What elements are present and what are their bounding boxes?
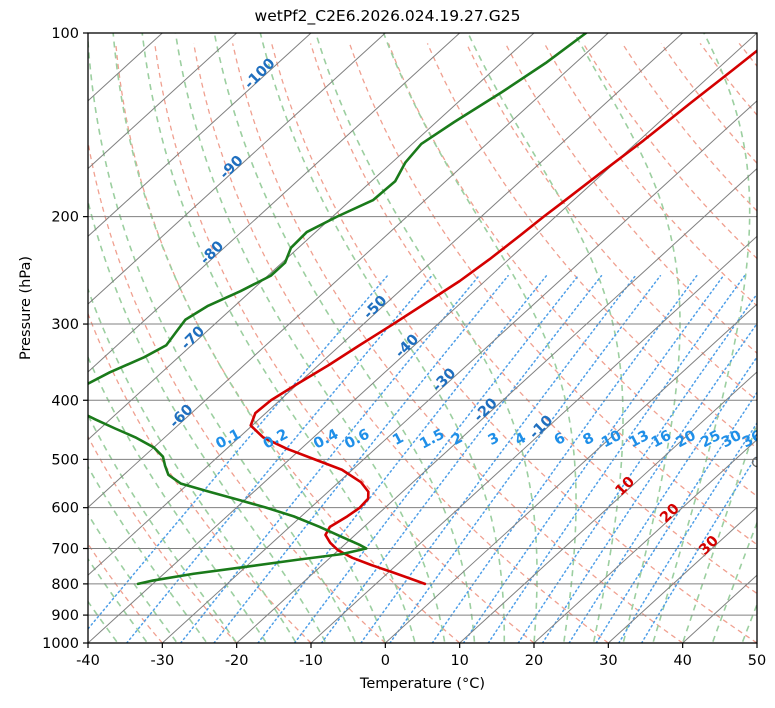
y-axis-tick-label: 600 — [51, 501, 79, 517]
isotherm-line — [88, 33, 386, 305]
lcl-marker — [751, 456, 757, 468]
y-axis-tick-label: 100 — [51, 26, 79, 42]
isotherm-line — [88, 33, 535, 441]
x-axis-tick-label: -30 — [150, 653, 174, 669]
dry-adiabat — [543, 43, 757, 307]
x-axis-label: Temperature (°C) — [359, 676, 486, 692]
mixing-ratio-line — [320, 274, 603, 643]
moist-adiabat — [88, 33, 356, 642]
isotherm-line — [756, 642, 757, 643]
dry-adiabat — [154, 43, 535, 643]
x-axis-tick-label: -40 — [76, 653, 100, 669]
mixing-ratio-line — [462, 274, 725, 643]
moist-adiabat — [682, 420, 757, 642]
mixing-ratio-line — [179, 274, 480, 643]
dewpoint-profile-line — [88, 33, 588, 586]
moist-adiabat — [712, 520, 757, 642]
mixing-ratio-line — [88, 274, 389, 631]
x-axis-tick-label: -10 — [299, 653, 323, 669]
moist-adiabat — [467, 33, 624, 642]
mixing-ratio-line — [618, 421, 757, 643]
mixing-ratio-line — [125, 274, 433, 643]
mixing-ratio-line — [487, 274, 746, 643]
y-axis-tick-label: 300 — [51, 317, 79, 333]
mixing-ratio-line — [541, 322, 757, 643]
temperature-profile-line — [249, 49, 757, 586]
mixing-ratio-line — [640, 453, 757, 643]
profiles-group — [88, 33, 757, 586]
moist-adiabat — [213, 33, 476, 642]
mixing-ratio-lines-group — [88, 274, 757, 643]
x-axis-tick-label: -20 — [225, 653, 249, 669]
x-axis-tick-label: 30 — [599, 653, 617, 669]
isotherm-line — [88, 33, 461, 373]
moist-adiabat — [573, 33, 681, 642]
isotherms-group — [88, 33, 757, 643]
isotherm-line — [236, 167, 757, 643]
isotherm-line — [459, 371, 757, 643]
dry-adiabat — [231, 43, 684, 643]
isotherm-line — [88, 33, 312, 238]
y-axis-tick-label: 400 — [51, 393, 79, 409]
y-axis-tick-label: 700 — [51, 542, 79, 558]
dry-adiabat — [88, 542, 163, 643]
isotherm-line — [88, 33, 757, 643]
moist-adiabats-group — [88, 33, 757, 643]
dry-adiabat — [465, 43, 757, 402]
axis-ticks-group: -40 -30 -20 -10 0 10 20 30 40 50 100 200 300 400 500 60… — [42, 26, 766, 669]
isotherm-line — [310, 235, 757, 643]
moist-adiabat — [112, 33, 386, 642]
plot-frame — [87, 32, 758, 644]
mixing-ratio-line — [293, 274, 579, 643]
x-axis-tick-label: 0 — [381, 653, 390, 669]
mixing-ratio-line — [257, 274, 548, 643]
pressure-gridlines-group — [88, 33, 757, 643]
mixing-ratio-line — [431, 274, 698, 643]
moist-adiabat — [88, 198, 326, 643]
dry-adiabat — [88, 138, 386, 643]
isotherm-line — [384, 303, 757, 643]
mixing-ratio-line — [389, 274, 662, 643]
dry-adiabat — [193, 43, 609, 643]
isotherm-line — [161, 100, 757, 643]
isotherm-line — [88, 33, 609, 509]
y-axis-tick-label: 800 — [51, 577, 79, 593]
y-axis-tick-label: 500 — [51, 452, 79, 468]
x-axis-tick-label: 50 — [748, 653, 766, 669]
dry-adiabat — [88, 435, 238, 643]
markers-group — [751, 456, 757, 468]
x-axis-tick-label: 40 — [673, 653, 691, 669]
x-axis-tick-label: 20 — [525, 653, 543, 669]
moist-adiabat — [652, 33, 751, 642]
y-axis-tick-label: 1000 — [42, 636, 79, 652]
isotherm-line — [533, 438, 757, 643]
page-title: wetPf2_C2E6.2026.024.19.27.G25 — [254, 7, 521, 25]
mixing-ratio-line — [360, 274, 637, 643]
mixing-ratio-line — [517, 292, 757, 643]
dry-adiabat — [270, 43, 757, 643]
x-axis-tick-label: 10 — [450, 653, 468, 669]
moist-adiabat — [88, 286, 297, 643]
y-axis-tick-label: 900 — [51, 608, 79, 624]
dry-adiabat — [309, 43, 757, 595]
y-axis-tick-label: 200 — [51, 210, 79, 226]
isotherm-line — [607, 506, 757, 643]
mixing-ratio-line — [595, 391, 757, 643]
isotherm-line — [88, 33, 684, 576]
isotherm-line — [88, 33, 238, 170]
dry-adiabat — [115, 43, 461, 643]
mixing-ratio-line — [568, 355, 757, 643]
